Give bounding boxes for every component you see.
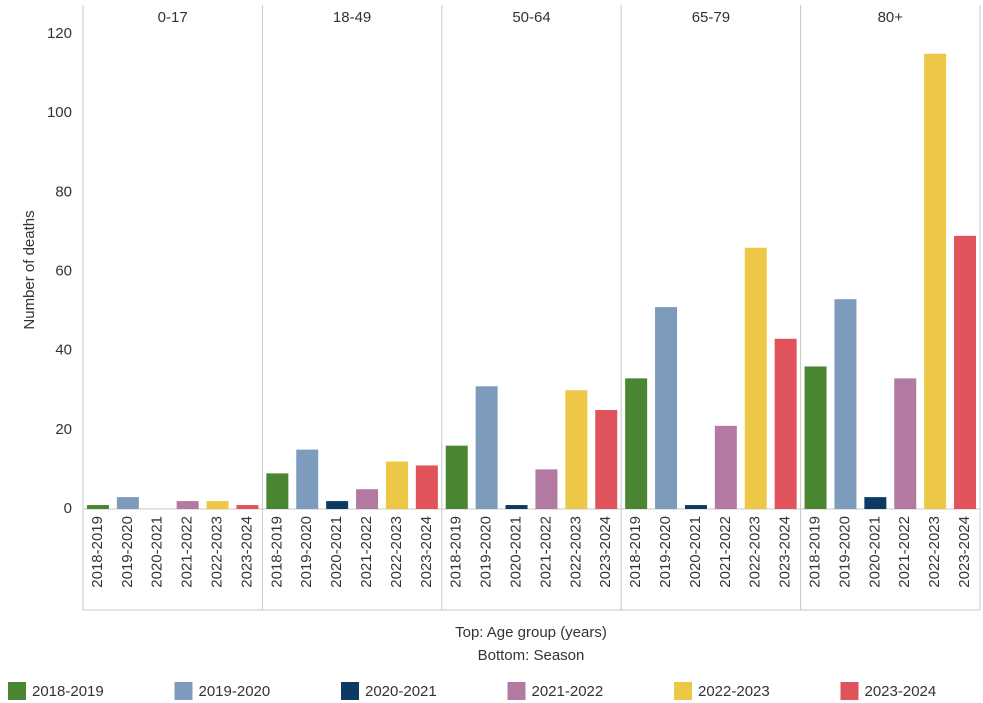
bar — [116, 497, 139, 509]
x-tick-label: 2023-2024 — [777, 516, 794, 588]
panel-label: 65-79 — [692, 9, 730, 26]
x-axis-title: Bottom: Season — [478, 647, 585, 664]
x-tick-label: 2019-2020 — [119, 516, 136, 588]
bar — [326, 501, 349, 509]
bar — [266, 473, 289, 509]
x-tick-label: 2021-2022 — [358, 516, 375, 588]
x-tick-label: 2020-2021 — [328, 516, 345, 588]
bar — [445, 445, 468, 509]
bar — [774, 338, 797, 509]
legend-label: 2020-2021 — [365, 683, 437, 700]
bar — [834, 299, 857, 509]
y-axis-title: Number of deaths — [21, 210, 38, 329]
x-tick-label: 2018-2019 — [627, 516, 644, 588]
y-tick-label: 80 — [55, 183, 72, 200]
bar — [804, 366, 827, 509]
x-tick-label: 2019-2020 — [298, 516, 315, 588]
x-axis-title: Top: Age group (years) — [455, 624, 607, 641]
bar — [655, 307, 678, 509]
x-tick-label: 2019-2020 — [657, 516, 674, 588]
bar — [535, 469, 558, 509]
x-tick-label: 2021-2022 — [896, 516, 913, 588]
bar — [924, 53, 947, 509]
panel-label: 50-64 — [512, 9, 550, 26]
panel-label: 18-49 — [333, 9, 371, 26]
x-tick-label: 2023-2024 — [238, 516, 255, 588]
bar — [86, 505, 109, 509]
bar — [684, 505, 707, 509]
bar — [475, 386, 498, 509]
bar — [415, 465, 438, 509]
legend-label: 2021-2022 — [532, 683, 604, 700]
bar — [625, 378, 648, 509]
legend-swatch — [174, 682, 193, 700]
y-tick-label: 40 — [55, 342, 72, 359]
bar — [505, 505, 528, 509]
x-tick-label: 2021-2022 — [717, 516, 734, 588]
x-tick-label: 2020-2021 — [687, 516, 704, 588]
x-tick-label: 2022-2023 — [567, 516, 584, 588]
bar — [744, 247, 767, 509]
x-tick-label: 2022-2023 — [388, 516, 405, 588]
x-tick-label: 2020-2021 — [508, 516, 525, 588]
bar — [236, 505, 259, 509]
bar — [595, 410, 618, 509]
bar — [894, 378, 917, 509]
bar — [714, 425, 737, 509]
legend-label: 2023-2024 — [865, 683, 937, 700]
bar — [954, 235, 977, 509]
legend-swatch — [674, 682, 692, 700]
bar — [356, 489, 379, 509]
x-tick-label: 2020-2021 — [149, 516, 166, 588]
legend-swatch — [341, 682, 359, 700]
y-tick-label: 100 — [47, 104, 72, 121]
y-tick-label: 0 — [64, 500, 72, 517]
legend-label: 2018-2019 — [32, 683, 104, 700]
legend-label: 2019-2020 — [199, 683, 271, 700]
y-tick-label: 60 — [55, 262, 72, 279]
x-tick-label: 2019-2020 — [478, 516, 495, 588]
x-tick-label: 2018-2019 — [448, 516, 465, 588]
x-tick-label: 2023-2024 — [418, 516, 435, 588]
legend-swatch — [840, 682, 859, 700]
x-tick-label: 2023-2024 — [597, 516, 614, 588]
x-tick-label: 2021-2022 — [537, 516, 554, 588]
y-tick-label: 20 — [55, 421, 72, 438]
bar — [176, 501, 199, 509]
legend-swatch — [8, 682, 26, 700]
bar — [385, 461, 408, 509]
bar — [296, 449, 319, 509]
x-tick-label: 2018-2019 — [89, 516, 106, 588]
bar — [565, 390, 588, 509]
x-tick-label: 2022-2023 — [747, 516, 764, 588]
panel-label: 80+ — [878, 9, 904, 26]
x-tick-label: 2020-2021 — [866, 516, 883, 588]
panel-label: 0-17 — [158, 9, 188, 26]
x-tick-label: 2018-2019 — [268, 516, 285, 588]
x-tick-label: 2018-2019 — [807, 516, 824, 588]
legend-label: 2022-2023 — [698, 683, 770, 700]
bar — [206, 501, 229, 509]
y-tick-label: 120 — [47, 25, 72, 42]
bar — [864, 497, 887, 509]
x-tick-label: 2019-2020 — [836, 516, 853, 588]
x-tick-label: 2022-2023 — [209, 516, 226, 588]
x-tick-label: 2021-2022 — [179, 516, 196, 588]
x-tick-label: 2022-2023 — [926, 516, 943, 588]
legend-swatch — [507, 682, 526, 700]
x-tick-label: 2023-2024 — [956, 516, 973, 588]
